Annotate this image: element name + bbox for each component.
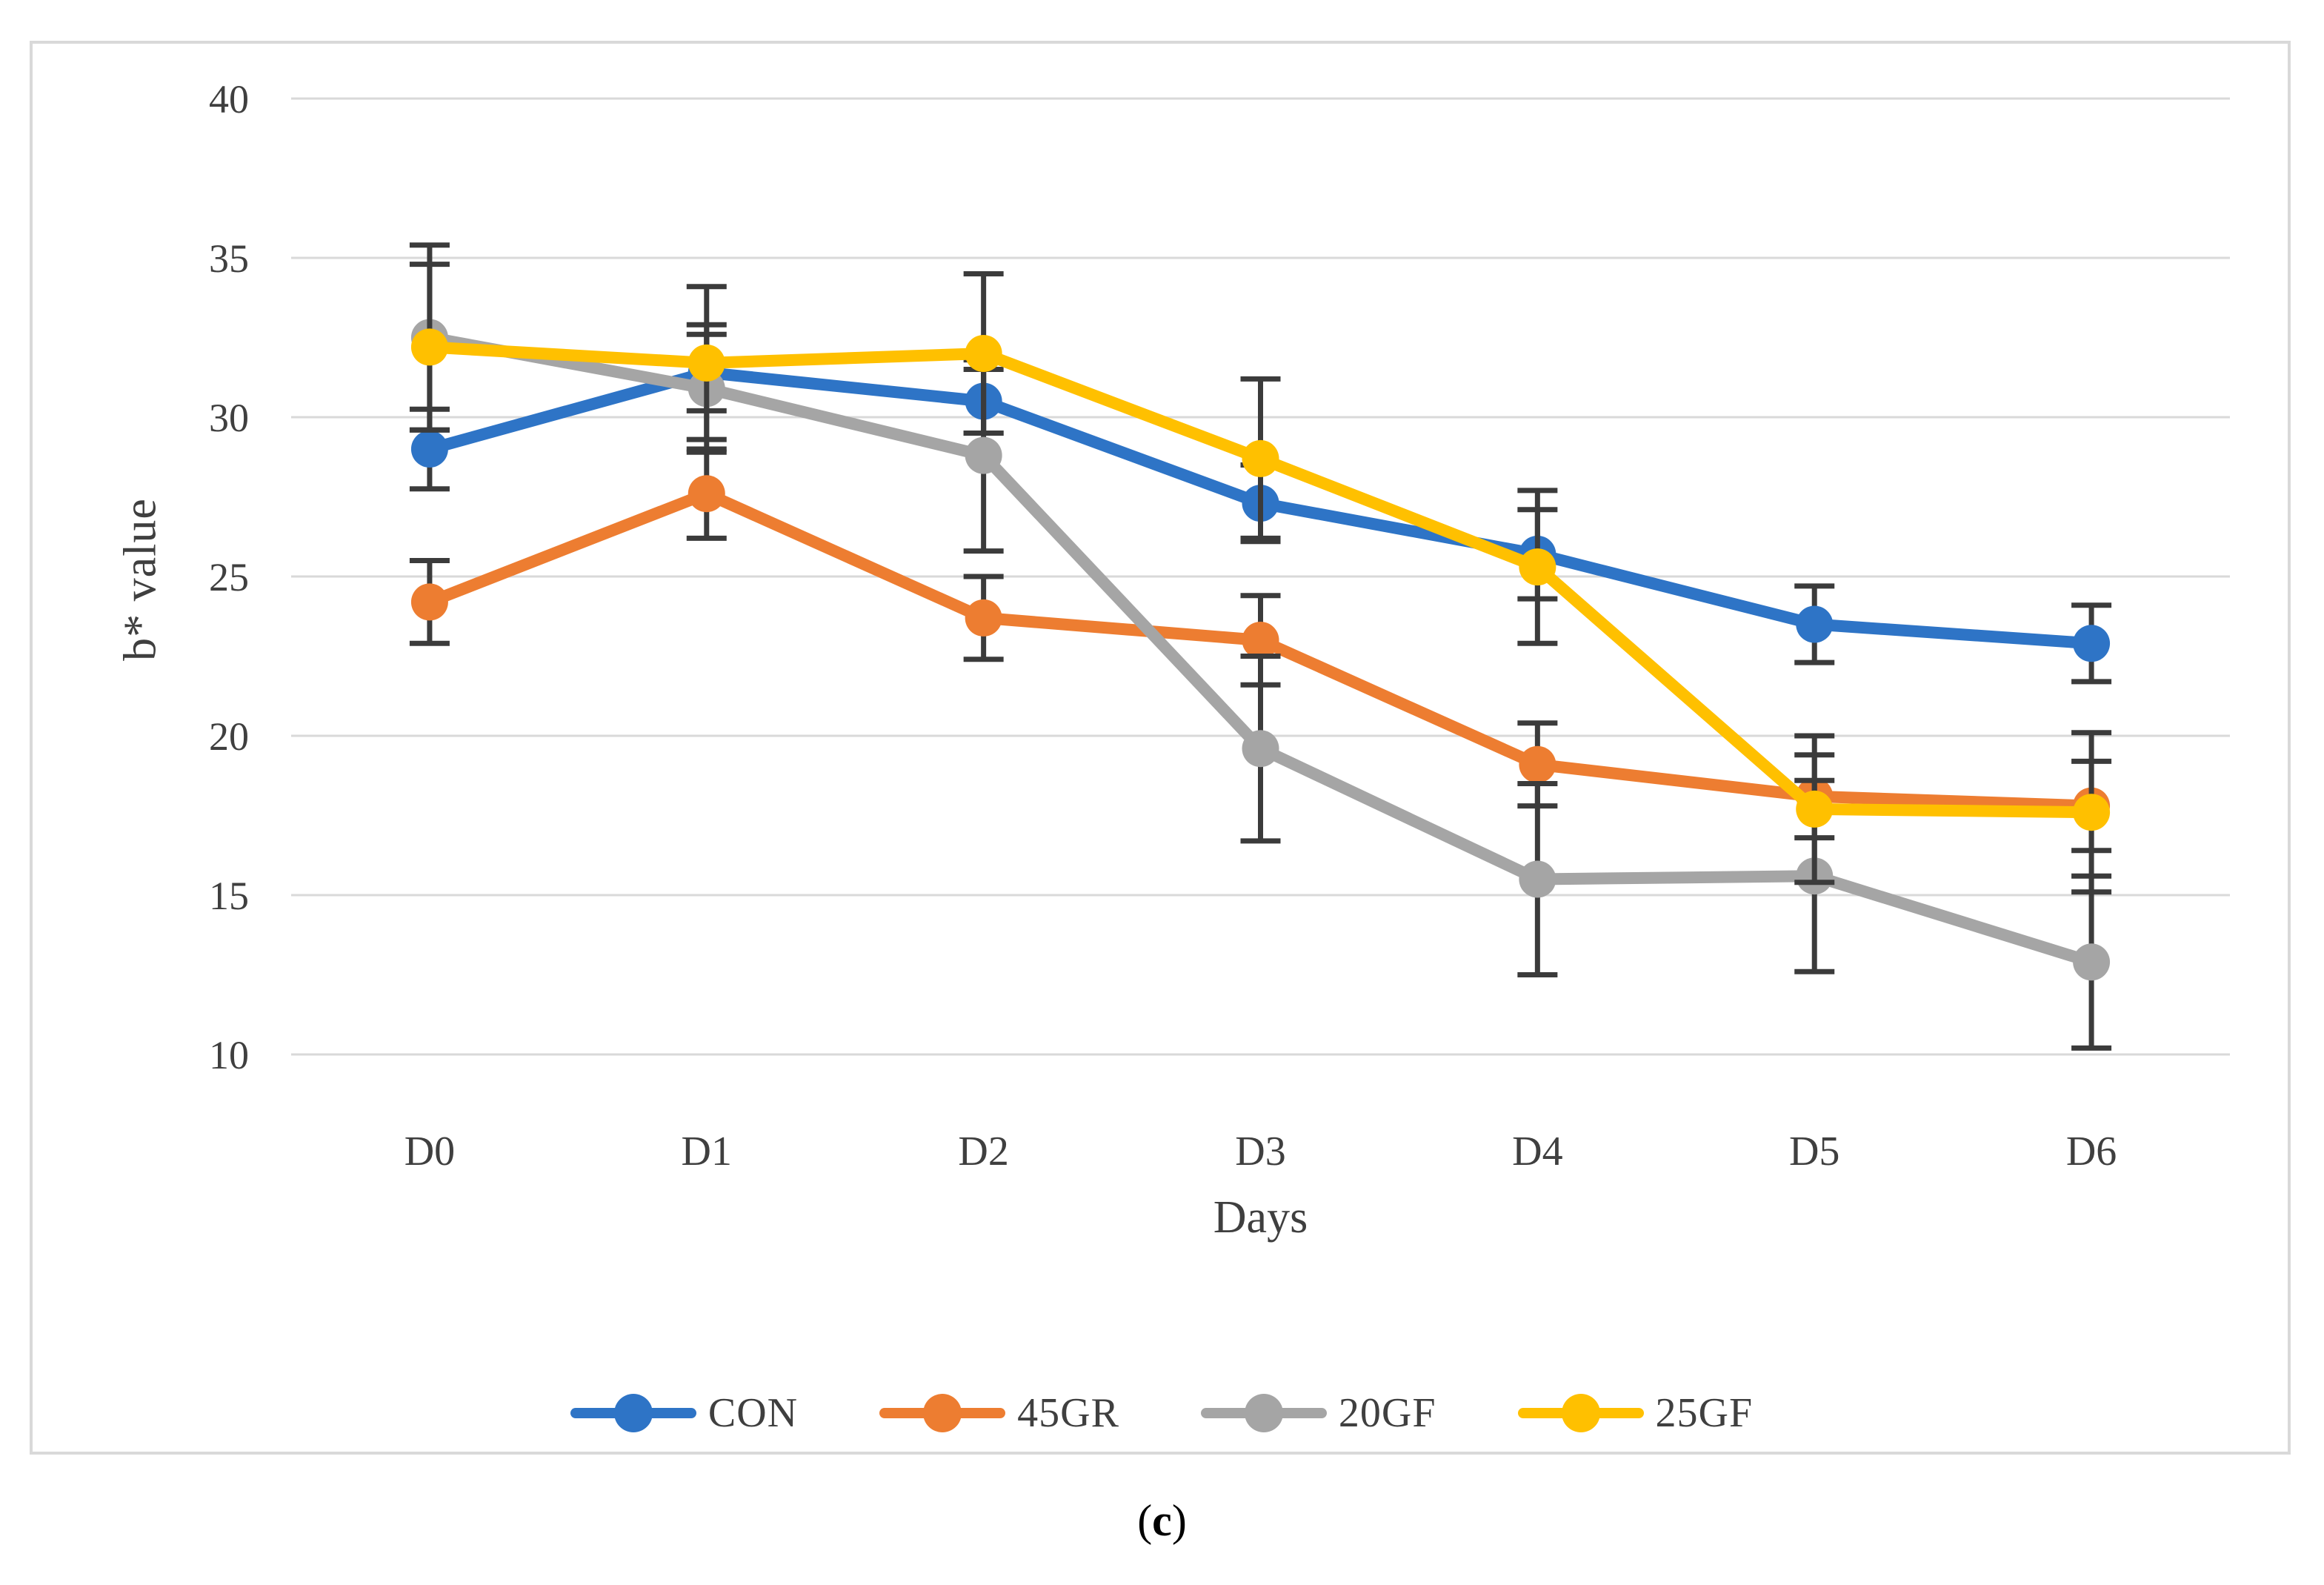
data-point-45GR-D4 (1519, 745, 1556, 783)
y-tick-label-10: 10 (209, 1033, 249, 1077)
legend-label-20GF: 20GF (1338, 1390, 1436, 1436)
legend-label-25GF: 25GF (1655, 1390, 1754, 1436)
legend-item-20GF: 20GF (1200, 1389, 1436, 1437)
y-axis-title: b* value (115, 498, 166, 661)
data-point-45GR-D0 (410, 583, 448, 621)
x-tick-label-D0: D0 (404, 1129, 455, 1174)
x-tick-label-D2: D2 (958, 1129, 1008, 1174)
legend-item-25GF: 25GF (1517, 1389, 1754, 1437)
y-tick-label-40: 40 (209, 77, 249, 122)
caption-open-paren: ( (1137, 1496, 1153, 1545)
legend-item-45GR: 45GR (879, 1389, 1119, 1437)
data-point-25GF-D5 (1796, 790, 1834, 828)
data-point-25GF-D2 (965, 335, 1002, 372)
legend-dot-icon (1561, 1394, 1600, 1432)
legend-dot-icon (923, 1394, 962, 1432)
data-point-CON-D6 (2073, 625, 2111, 662)
y-tick-label-20: 20 (209, 714, 249, 759)
legend-marker-25GF (1517, 1392, 1644, 1434)
data-point-45GR-D1 (687, 475, 725, 513)
x-tick-label-D3: D3 (1235, 1129, 1285, 1174)
data-point-20GF-D2 (965, 436, 1002, 474)
legend-marker-20GF (1200, 1392, 1327, 1434)
y-tick-label-25: 25 (209, 555, 249, 599)
panel-caption: (c) (0, 1495, 2324, 1546)
legend-label-45GR: 45GR (1017, 1390, 1119, 1436)
legend-item-CON: CON (570, 1389, 798, 1437)
chart-plot-border (30, 41, 2291, 1455)
data-point-CON-D5 (1796, 605, 1834, 643)
caption-close-paren: ) (1171, 1496, 1187, 1545)
data-point-25GF-D3 (1242, 439, 1279, 477)
legend-dot-icon (1244, 1394, 1283, 1432)
data-point-20GF-D4 (1519, 860, 1556, 898)
x-tick-label-D1: D1 (682, 1129, 732, 1174)
x-axis-title: Days (1213, 1192, 1308, 1243)
x-tick-label-D5: D5 (1789, 1129, 1839, 1174)
legend-marker-CON (570, 1392, 696, 1434)
legend-label-CON: CON (707, 1390, 799, 1436)
legend-marker-45GR (879, 1392, 1006, 1434)
data-point-45GR-D3 (1242, 622, 1279, 659)
y-tick-label-30: 30 (209, 396, 249, 440)
chart-legend: CON 45GR 20GF 25GF (30, 1380, 2294, 1446)
x-tick-label-D6: D6 (2066, 1129, 2117, 1174)
data-point-45GR-D2 (965, 599, 1002, 637)
y-tick-label-15: 15 (209, 874, 249, 918)
data-point-20GF-D6 (2073, 943, 2111, 981)
legend-dot-icon (613, 1394, 653, 1432)
caption-letter: c (1152, 1496, 1172, 1545)
x-tick-label-D4: D4 (1512, 1129, 1562, 1174)
data-point-25GF-D4 (1519, 548, 1556, 586)
data-point-25GF-D6 (2073, 794, 2111, 831)
y-tick-label-35: 35 (209, 236, 249, 281)
data-point-CON-D0 (410, 431, 448, 468)
data-point-20GF-D3 (1242, 730, 1279, 768)
data-point-25GF-D1 (687, 344, 725, 382)
data-point-25GF-D0 (410, 328, 448, 366)
